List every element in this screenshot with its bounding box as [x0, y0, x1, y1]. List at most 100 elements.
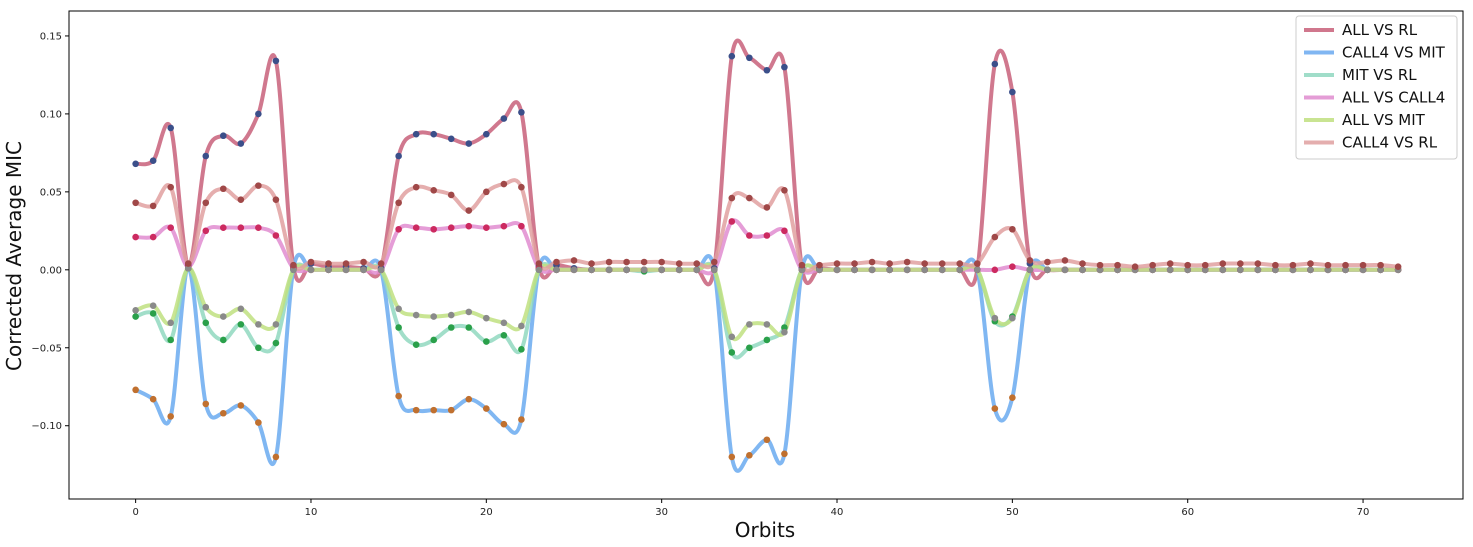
data-point: [886, 260, 893, 267]
x-tick-label: 0: [132, 507, 138, 518]
data-point: [255, 224, 262, 232]
data-point: [921, 260, 928, 267]
plot-area: [68, 10, 1464, 500]
data-point: [132, 307, 139, 314]
data-point: [781, 63, 788, 71]
data-point: [1201, 266, 1209, 274]
data-point: [184, 260, 192, 267]
data-point: [430, 336, 438, 344]
data-point: [728, 52, 736, 60]
data-point: [1166, 266, 1174, 274]
data-point: [412, 311, 420, 319]
data-point: [272, 57, 280, 65]
data-point: [483, 314, 490, 322]
data-point: [483, 130, 490, 138]
data-point: [746, 232, 753, 239]
data-point: [447, 311, 455, 319]
data-point: [763, 436, 771, 444]
data-point: [1044, 266, 1051, 274]
data-point: [430, 313, 438, 320]
data-point: [1289, 261, 1297, 269]
legend-entry: MIT VS RL: [1342, 66, 1417, 84]
data-point: [781, 187, 788, 194]
data-point: [1009, 314, 1016, 322]
data-point: [1026, 257, 1034, 264]
data-point: [991, 60, 999, 68]
data-point: [833, 266, 841, 274]
data-point: [465, 140, 473, 147]
data-point: [1377, 261, 1384, 269]
data-point: [220, 409, 227, 417]
data-point: [1009, 263, 1016, 270]
legend: ALL VS RL CALL4 VS MIT MIT VS RL ALL VS CAL…: [1295, 15, 1458, 160]
data-point: [798, 266, 806, 274]
legend-entry: ALL VS CALL4: [1342, 89, 1445, 107]
data-point: [202, 400, 210, 408]
data-point: [395, 199, 402, 207]
data-point: [816, 261, 823, 269]
x-tick-label: 70: [1357, 507, 1370, 518]
data-point: [360, 258, 367, 266]
data-point: [237, 321, 245, 328]
data-point: [1061, 257, 1069, 264]
data-point: [149, 233, 157, 241]
data-point: [1149, 261, 1156, 269]
data-point: [833, 260, 841, 267]
data-point: [938, 266, 946, 274]
data-point: [202, 227, 210, 235]
data-point: [675, 260, 683, 267]
data-point: [255, 321, 262, 328]
data-point: [973, 266, 981, 274]
y-tick-label: −0.10: [31, 421, 62, 432]
data-point: [623, 266, 630, 274]
legend-entry: CALL4 VS RL: [1342, 134, 1438, 152]
data-point: [342, 266, 350, 274]
data-point: [1307, 260, 1314, 267]
data-point: [149, 202, 157, 210]
data-point: [746, 54, 753, 62]
data-point: [377, 266, 385, 274]
data-point: [149, 302, 157, 309]
data-point: [553, 266, 560, 274]
data-point: [816, 266, 823, 274]
data-point: [1342, 266, 1349, 274]
data-point: [465, 395, 473, 403]
data-point: [588, 266, 595, 274]
data-point: [1009, 225, 1016, 233]
data-point: [412, 183, 420, 191]
data-point: [202, 152, 210, 160]
data-point: [1114, 261, 1121, 269]
data-point: [377, 260, 385, 267]
data-point: [605, 258, 613, 266]
data-point: [868, 266, 876, 274]
data-point: [518, 109, 525, 116]
data-point: [1184, 266, 1192, 274]
legend-entry: ALL VS RL: [1342, 21, 1418, 39]
series-markers: [132, 52, 1402, 461]
data-point: [500, 331, 508, 339]
data-point: [167, 183, 174, 191]
data-point: [272, 321, 280, 328]
data-point: [1272, 266, 1279, 274]
data-point: [483, 338, 490, 345]
data-point: [640, 266, 648, 274]
data-point: [535, 266, 543, 274]
data-point: [220, 336, 227, 344]
data-point: [658, 258, 665, 266]
data-point: [991, 405, 999, 412]
data-point: [938, 260, 946, 267]
data-point: [1219, 260, 1227, 267]
series-line-2: [133, 261, 1401, 360]
data-point: [412, 341, 420, 348]
data-point: [465, 222, 473, 230]
data-point: [1254, 266, 1262, 274]
data-point: [220, 185, 227, 193]
data-point: [886, 266, 893, 274]
data-point: [991, 233, 999, 241]
data-point: [553, 258, 560, 266]
data-point: [763, 204, 771, 211]
legend-box: [1295, 15, 1458, 160]
data-point: [1377, 266, 1384, 274]
legend-entry: ALL VS MIT: [1342, 111, 1426, 129]
data-point: [1184, 261, 1192, 269]
